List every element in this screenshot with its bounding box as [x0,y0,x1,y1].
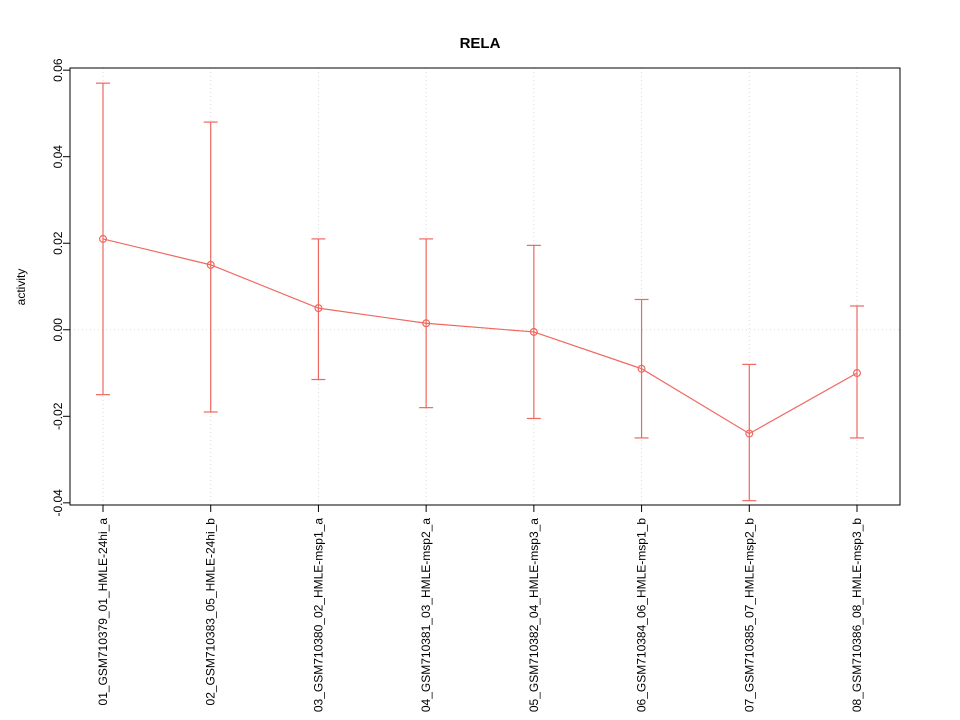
x-tick-label: 01_GSM710379_01_HMLE-24hi_a [96,518,110,706]
series-line [102,238,858,435]
x-tick-label: 03_GSM710380_02_HMLE-msp1_a [311,518,325,712]
x-tick-label: 08_GSM710386_08_HMLE-msp3_b [850,518,864,712]
gridlines [70,68,900,505]
y-tick-label: -0.04 [51,489,65,517]
axes: -0.04 -0.02 0.00 0.02 0.04 0.06 01_GSM710379_0… [51,58,864,712]
data-point [422,319,431,328]
series-group [96,82,864,502]
data-point [745,429,754,438]
data-point [206,260,215,269]
x-tick-label: 04_GSM710381_03_HMLE-msp2_a [419,518,433,712]
x-tick-label: 02_GSM710383_05_HMLE-24hi_b [204,518,218,706]
y-tick-label: 0.02 [51,231,65,255]
y-tick-label: 0.04 [51,145,65,169]
x-tick-label: 05_GSM710382_04_HMLE-msp3_a [527,518,541,712]
y-axis-label: activity [14,269,28,306]
y-tick-label: 0.06 [51,58,65,82]
chart-title: RELA [460,35,501,52]
x-tick-label: 06_GSM710384_06_HMLE-msp1_b [635,518,649,712]
plot-border [69,67,901,506]
data-point [852,369,861,378]
data-point [98,234,107,243]
y-tick-label: 0.00 [51,318,65,342]
data-point [314,304,323,313]
data-point [637,364,646,373]
data-point [529,327,538,336]
y-tick-label: -0.02 [51,402,65,430]
x-tick-label: 07_GSM710385_07_HMLE-msp2_b [742,518,756,712]
